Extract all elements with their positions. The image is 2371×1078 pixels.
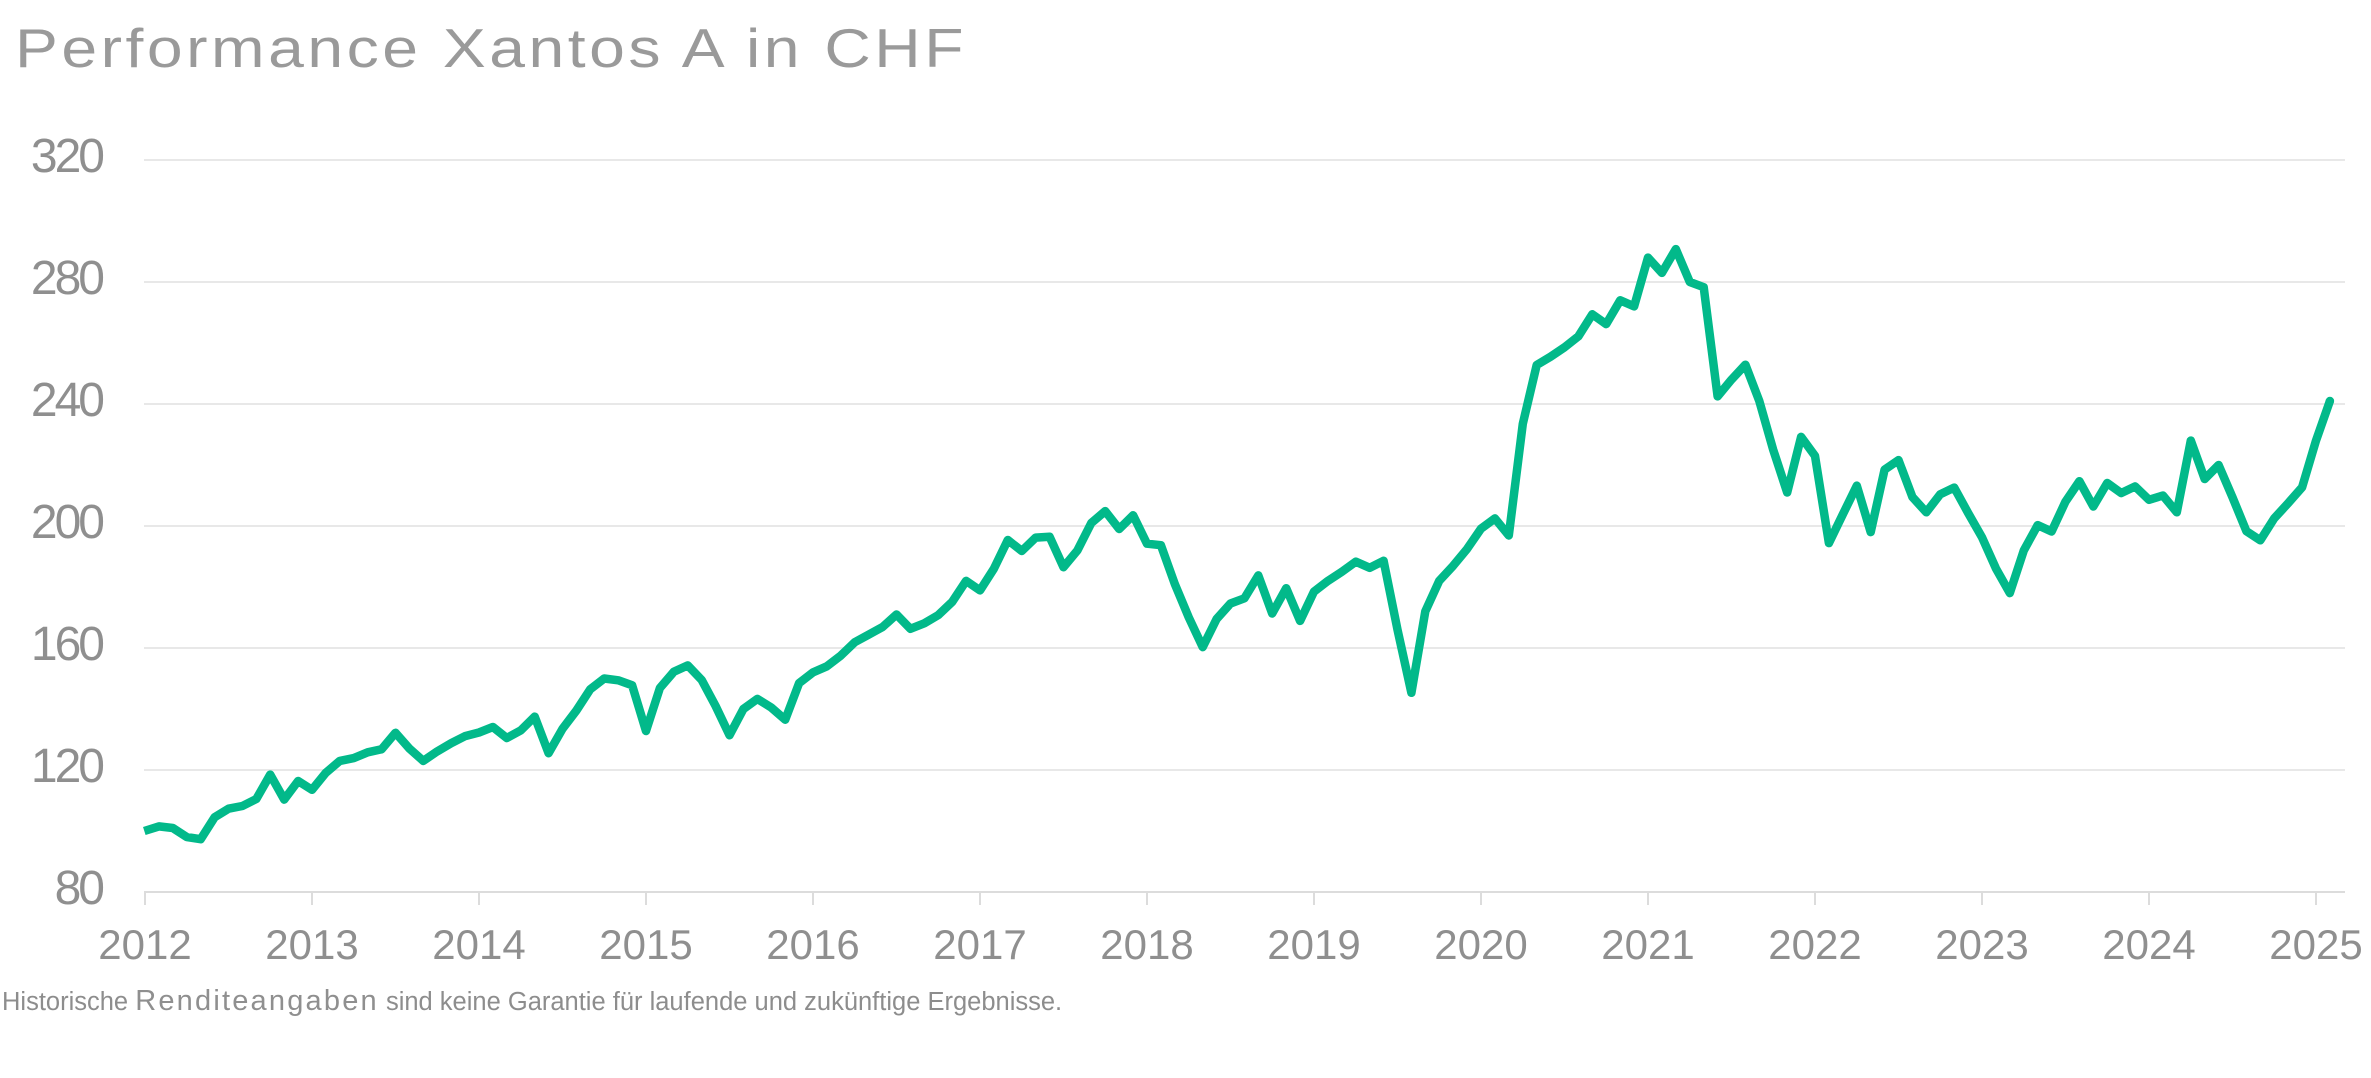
svg-text:200: 200 <box>31 496 103 549</box>
svg-text:2023: 2023 <box>1935 921 2028 968</box>
svg-text:2015: 2015 <box>599 921 692 968</box>
svg-text:2014: 2014 <box>432 921 525 968</box>
svg-text:2021: 2021 <box>1601 921 1694 968</box>
svg-text:280: 280 <box>31 252 103 305</box>
svg-text:Performance Xantos A in CHF: Performance Xantos A in CHF <box>15 17 967 79</box>
svg-text:2022: 2022 <box>1768 921 1861 968</box>
svg-text:2024: 2024 <box>2102 921 2195 968</box>
svg-text:240: 240 <box>31 374 103 427</box>
svg-text:2020: 2020 <box>1434 921 1527 968</box>
svg-text:2019: 2019 <box>1267 921 1360 968</box>
svg-text:160: 160 <box>31 618 103 671</box>
svg-text:2016: 2016 <box>766 921 859 968</box>
svg-text:120: 120 <box>31 740 103 793</box>
svg-text:2013: 2013 <box>265 921 358 968</box>
svg-text:2017: 2017 <box>933 921 1026 968</box>
svg-text:80: 80 <box>55 862 104 915</box>
svg-text:320: 320 <box>31 130 103 183</box>
svg-text:2018: 2018 <box>1100 921 1193 968</box>
svg-text:2012: 2012 <box>98 921 191 968</box>
svg-text:2025: 2025 <box>2269 921 2362 968</box>
svg-text:Historische Renditeangaben sin: Historische Renditeangaben sind keine Ga… <box>2 985 1062 1017</box>
